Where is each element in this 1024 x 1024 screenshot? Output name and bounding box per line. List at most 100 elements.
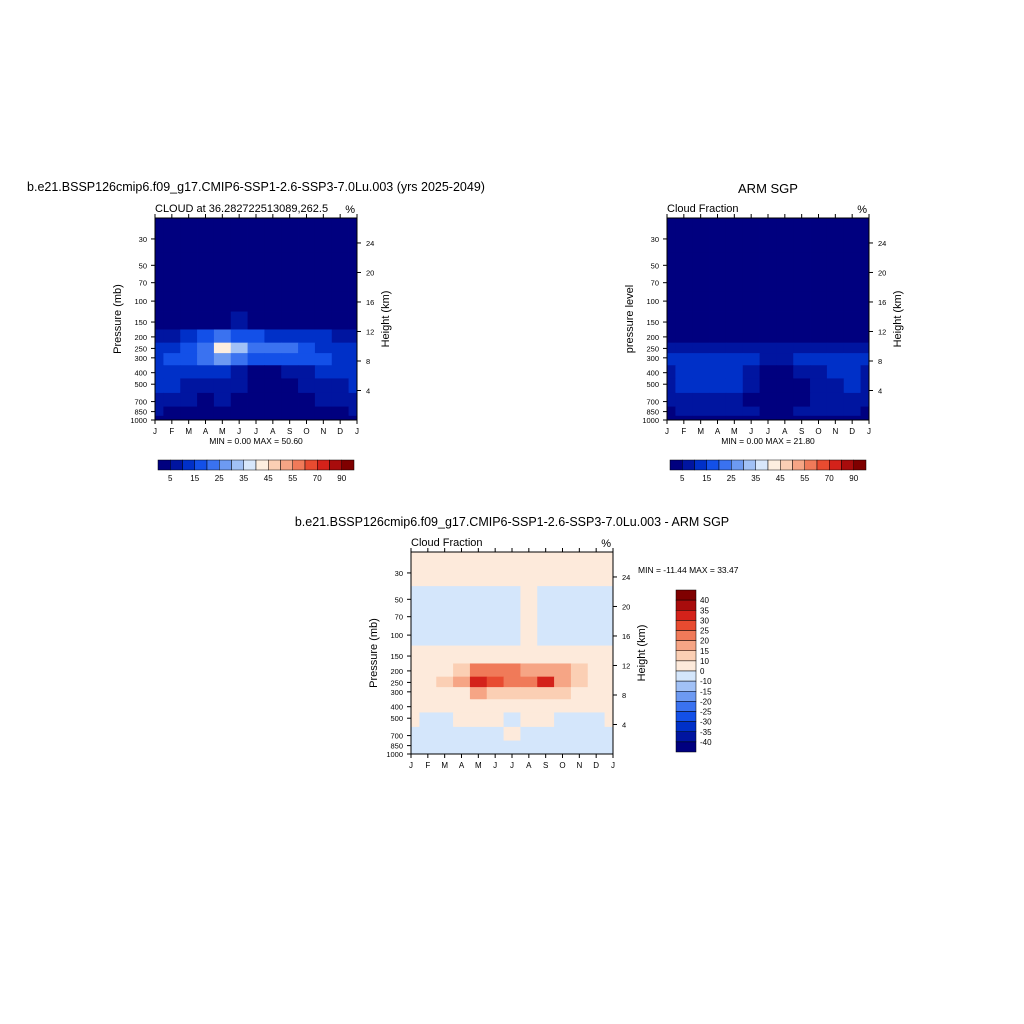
heatmap-cell bbox=[314, 252, 333, 275]
heatmap-cell bbox=[725, 378, 744, 394]
heatmap-cell bbox=[725, 415, 744, 421]
colorbar-swatch bbox=[304, 459, 318, 471]
y-tick-label: 500 bbox=[646, 380, 659, 389]
y-tick-label: 200 bbox=[134, 333, 147, 342]
heatmap-cell bbox=[486, 608, 504, 627]
heatmap-cell bbox=[163, 329, 181, 344]
heatmap-cell bbox=[520, 608, 538, 627]
colorbar-label: 90 bbox=[337, 474, 346, 483]
heatmap-cell bbox=[793, 392, 811, 407]
colorbar-swatch bbox=[675, 640, 697, 651]
colorbar-label: 30 bbox=[700, 616, 709, 625]
heatmap-cell bbox=[776, 415, 794, 421]
colorbar-swatch bbox=[675, 711, 697, 722]
height-tick-label: 20 bbox=[622, 602, 630, 611]
heatmap-cell bbox=[247, 415, 265, 421]
colorbar-label: -40 bbox=[700, 738, 712, 747]
heatmap-cell bbox=[419, 712, 437, 728]
heatmap-cell bbox=[554, 663, 572, 678]
heatmap-cell bbox=[180, 311, 198, 330]
colorbar-label: 0 bbox=[700, 667, 705, 676]
x-tick-label: A bbox=[782, 427, 788, 436]
heatmap-cell bbox=[331, 252, 349, 275]
heatmap-cell bbox=[604, 663, 614, 678]
heatmap-cell bbox=[155, 342, 164, 354]
heatmap-cell bbox=[180, 252, 198, 275]
heatmap-cell bbox=[155, 311, 164, 330]
heatmap-cell bbox=[197, 365, 215, 379]
min-max-label: MIN = 0.00 MAX = 50.60 bbox=[209, 436, 303, 446]
heatmap-cell bbox=[180, 353, 198, 366]
x-tick-label: F bbox=[425, 761, 430, 770]
heatmap-cell bbox=[348, 311, 358, 330]
heatmap-cell bbox=[453, 740, 471, 751]
colorbar-swatch bbox=[731, 459, 744, 471]
heatmap-cell bbox=[469, 726, 488, 741]
x-tick-label: S bbox=[799, 427, 804, 436]
heatmap-cell bbox=[709, 406, 727, 417]
x-tick-label: O bbox=[815, 427, 821, 436]
heatmap-cell bbox=[826, 252, 845, 275]
heatmap-cell bbox=[810, 342, 828, 354]
y-tick-label: 850 bbox=[134, 408, 147, 417]
colorbar-swatch bbox=[157, 459, 171, 471]
heatmap-cell bbox=[486, 645, 504, 664]
heatmap-cell bbox=[759, 218, 777, 253]
colorbar-label: -25 bbox=[700, 708, 712, 717]
heatmap-cell bbox=[247, 252, 265, 275]
heatmap-cell bbox=[692, 342, 710, 354]
y-tick-label: 250 bbox=[390, 678, 403, 687]
heatmap-cells bbox=[155, 218, 358, 421]
heatmap-cell bbox=[860, 311, 870, 330]
y-tick-label: 500 bbox=[390, 714, 403, 723]
heatmap-cell bbox=[281, 392, 299, 407]
heatmap-cell bbox=[247, 291, 265, 312]
heatmap-cell bbox=[419, 552, 437, 587]
heatmap-cell bbox=[692, 291, 710, 312]
heatmap-cell bbox=[843, 415, 861, 421]
heatmap-cell bbox=[331, 218, 349, 253]
heatmap-cell bbox=[667, 415, 676, 421]
heatmap-cell bbox=[486, 676, 504, 688]
heatmap-cell bbox=[298, 218, 316, 253]
heatmap-cell bbox=[667, 392, 676, 407]
colorbar-swatch bbox=[194, 459, 208, 471]
heatmap-cell bbox=[793, 291, 811, 312]
heatmap-cell bbox=[247, 342, 265, 354]
heatmap-cell bbox=[843, 365, 861, 379]
heatmap-cell bbox=[213, 218, 232, 253]
colorbar-swatch bbox=[780, 459, 793, 471]
heatmap-cell bbox=[331, 378, 349, 394]
heatmap-cell bbox=[776, 218, 794, 253]
heatmap-cell bbox=[826, 218, 845, 253]
heatmap-cell bbox=[264, 365, 282, 379]
heatmap-cell bbox=[675, 342, 693, 354]
heatmap-cell bbox=[348, 392, 358, 407]
colorbar-swatch bbox=[804, 459, 818, 471]
colorbar: 5 15 25 35 45 55 70 90 bbox=[669, 459, 867, 483]
heatmap-cell bbox=[314, 415, 333, 421]
heatmap-cells bbox=[411, 552, 614, 755]
heatmap-cell bbox=[419, 625, 437, 646]
heatmap-cell bbox=[537, 586, 555, 609]
y-tick-label: 700 bbox=[134, 398, 147, 407]
model-panel: b.e21.BSSP126cmip6.f09_g17.CMIP6-SSP1-2.… bbox=[27, 180, 485, 483]
heatmap-cell bbox=[348, 218, 358, 253]
colorbar-swatch bbox=[206, 459, 220, 471]
heatmap-cell bbox=[469, 699, 488, 713]
heatmap-cell bbox=[667, 353, 676, 366]
heatmap-cell bbox=[264, 342, 282, 354]
x-tick-label: M bbox=[185, 427, 192, 436]
heatmap-cell bbox=[197, 415, 215, 421]
y-tick-label: 1000 bbox=[386, 750, 403, 759]
x-tick-label: J bbox=[254, 427, 258, 436]
x-tick-label: S bbox=[543, 761, 548, 770]
heatmap-cell bbox=[537, 552, 555, 587]
heatmap-cell bbox=[675, 311, 693, 330]
heatmap-cell bbox=[776, 311, 794, 330]
heatmap-cell bbox=[298, 365, 316, 379]
colorbar-label: 5 bbox=[680, 474, 685, 483]
heatmap-cell bbox=[843, 274, 861, 293]
colorbar-swatch bbox=[675, 610, 697, 621]
height-tick-label: 8 bbox=[878, 357, 882, 366]
